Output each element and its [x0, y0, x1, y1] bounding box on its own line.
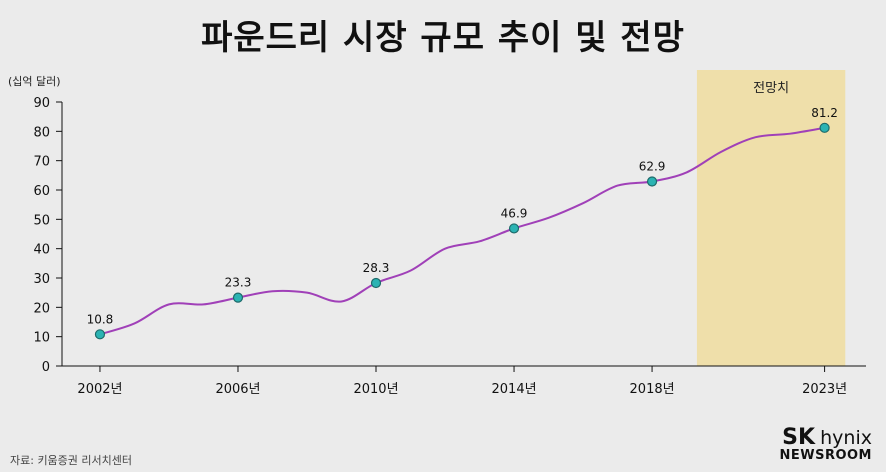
forecast-label: 전망치	[753, 81, 789, 96]
data-point-marker	[232, 292, 244, 303]
data-label: 46.9	[501, 206, 528, 220]
y-tick-label: 20	[33, 301, 50, 316]
data-point-marker	[94, 329, 106, 340]
x-tick-label: 2023년	[802, 382, 847, 397]
brand-logo: SK hynix NEWSROOM	[779, 425, 872, 463]
brand-sk: SK	[782, 425, 816, 450]
data-point-marker	[819, 122, 830, 133]
data-point-marker	[646, 176, 658, 187]
data-label: 28.3	[363, 261, 390, 275]
y-tick-label: 0	[42, 360, 50, 375]
y-tick-label: 90	[33, 96, 50, 111]
data-point-marker	[508, 223, 520, 234]
chart-title: 파운드리 시장 규모 추이 및 전망	[201, 18, 685, 58]
source-note: 자료: 키움증권 리서치센터	[10, 454, 133, 467]
x-tick-label: 2014년	[492, 382, 537, 397]
x-tick-label: 2010년	[353, 382, 398, 397]
y-tick-label: 70	[33, 155, 50, 170]
forecast-band	[696, 70, 846, 366]
brand-hynix: hynix	[820, 427, 872, 449]
data-label: 10.8	[87, 312, 114, 326]
x-tick-label: 2006년	[215, 382, 260, 397]
y-tick-label: 60	[33, 184, 50, 199]
series-line	[99, 126, 825, 336]
y-tick-label: 40	[33, 243, 50, 258]
y-tick-label: 10	[33, 331, 50, 346]
y-tick-label: 50	[33, 213, 50, 228]
data-label: 62.9	[639, 159, 666, 173]
y-tick-label: 30	[33, 272, 50, 287]
y-tick-label: 80	[33, 125, 50, 140]
x-tick-label: 2018년	[630, 382, 675, 397]
brand-newsroom: NEWSROOM	[779, 448, 872, 463]
y-axis-unit-label: (십억 달러)	[8, 75, 61, 88]
x-tick-label: 2002년	[77, 382, 122, 397]
data-label: 23.3	[225, 276, 252, 290]
data-point-marker	[370, 277, 382, 289]
data-label: 81.2	[811, 106, 838, 120]
